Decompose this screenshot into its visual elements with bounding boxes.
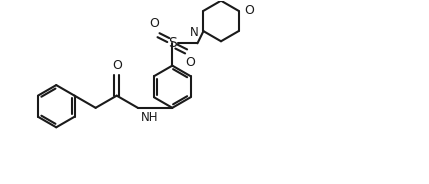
Text: O: O <box>244 4 254 17</box>
Text: O: O <box>112 59 122 72</box>
Text: O: O <box>149 17 159 30</box>
Text: S: S <box>168 36 177 50</box>
Text: N: N <box>190 26 198 39</box>
Text: NH: NH <box>141 111 158 124</box>
Text: O: O <box>186 56 196 69</box>
